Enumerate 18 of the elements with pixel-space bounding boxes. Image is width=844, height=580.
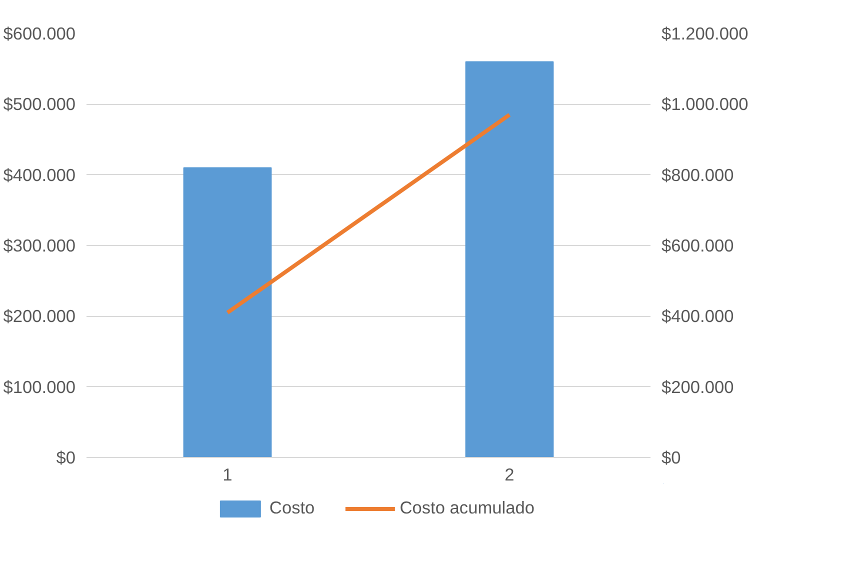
y2-tick-label: $1.200.000 bbox=[662, 24, 748, 44]
y-tick-label: $300.000 bbox=[3, 236, 76, 256]
y2-tick-label: $800.000 bbox=[662, 164, 734, 185]
legend-label: Costo acumulado bbox=[400, 498, 535, 518]
y-tick-label: $500.000 bbox=[3, 94, 76, 114]
y-tick-label: $0 bbox=[56, 448, 76, 468]
x-tick-label: 2 bbox=[504, 464, 514, 484]
y-tick-label: $200.000 bbox=[3, 306, 76, 326]
y-tick-label: $600.000 bbox=[3, 24, 76, 44]
legend-label: Costo bbox=[269, 498, 315, 518]
y-tick-label: $100.000 bbox=[3, 376, 76, 397]
y2-tick-label: $0 bbox=[662, 448, 681, 468]
y2-tick-label: $400.000 bbox=[662, 306, 734, 326]
y2-tick-label: $200.000 bbox=[662, 376, 734, 397]
y2-tick-label: $600.000 bbox=[662, 236, 734, 256]
y-tick-label: $400.000 bbox=[3, 164, 76, 185]
x-tick-label: 1 bbox=[222, 464, 232, 484]
y2-tick-label: $1.000.000 bbox=[662, 94, 748, 114]
